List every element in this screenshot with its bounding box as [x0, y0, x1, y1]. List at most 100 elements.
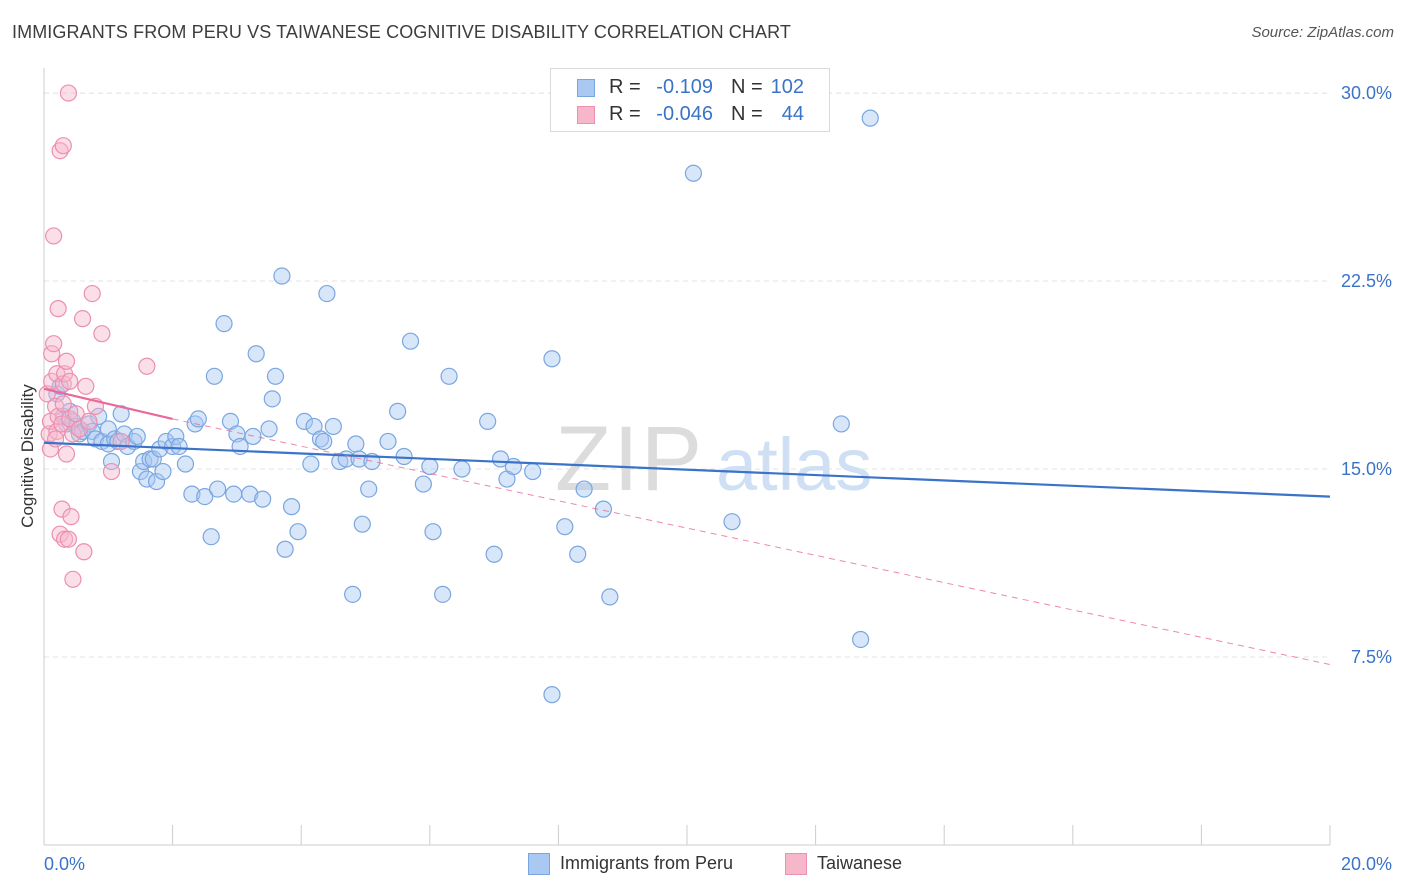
taiwanese-point: [138, 357, 156, 375]
peru-point: [360, 480, 378, 498]
taiwanese-point: [61, 372, 79, 390]
peru-point: [311, 430, 330, 448]
taiwanese-point: [41, 440, 60, 458]
peru-point: [144, 450, 162, 468]
y-tick-label: 22.5%: [1341, 271, 1392, 291]
taiwanese-point: [59, 84, 78, 102]
y-tick-label: 30.0%: [1341, 83, 1392, 103]
peru-point: [282, 498, 301, 516]
taiwanese-point: [45, 335, 63, 353]
peru-point: [424, 523, 442, 541]
legend-r-label: R =: [609, 103, 641, 125]
peru-point: [295, 412, 314, 431]
taiwanese-point: [80, 412, 98, 431]
peru-point: [318, 284, 336, 303]
x-tick-label: 0.0%: [44, 854, 85, 874]
taiwanese-point: [83, 284, 101, 303]
peru-point: [183, 485, 201, 503]
peru-point: [167, 427, 185, 446]
peru-point: [247, 345, 265, 363]
peru-point: [543, 686, 561, 704]
peru-point: [176, 455, 195, 473]
taiwanese-point: [54, 137, 72, 155]
axes-layer: [43, 68, 1331, 846]
taiwanese-point: [46, 430, 65, 448]
peru-point: [684, 164, 703, 182]
peru-point: [414, 475, 432, 493]
legend-n-label: N =: [731, 76, 763, 98]
peru-point: [215, 315, 233, 333]
taiwanese-point: [77, 377, 95, 395]
taiwanese-point: [57, 445, 76, 463]
peru-point: [202, 528, 220, 546]
peru-point: [575, 480, 593, 498]
peru-point: [344, 585, 362, 603]
peru-point: [347, 435, 365, 453]
legend-n-value: 102: [770, 76, 804, 98]
peru-point: [289, 523, 307, 541]
taiwanese-point: [64, 570, 82, 588]
peru-point: [102, 452, 121, 471]
peru-point: [209, 480, 227, 498]
taiwanese-point: [62, 508, 80, 526]
taiwanese-point: [54, 395, 72, 413]
taiwanese-point: [75, 543, 93, 561]
peru-point: [832, 415, 850, 433]
peru-point: [196, 488, 214, 506]
legend-r-label: R =: [609, 76, 641, 98]
taiwanese-point: [59, 530, 78, 548]
taiwanese-trend-line: [43, 387, 173, 420]
peru-point: [205, 367, 223, 385]
taiwanese-legend-label: Taiwanese: [817, 853, 903, 873]
x-tick-label: 20.0%: [1341, 854, 1392, 874]
taiwanese-legend-swatch: [785, 853, 807, 875]
peru-point: [260, 420, 278, 438]
peru-point: [128, 427, 146, 446]
peru-point: [241, 485, 259, 503]
taiwanese-swatch: [577, 106, 595, 124]
legend-row-peru: R = -0.109 N = 102: [551, 74, 829, 100]
peru-point: [852, 630, 870, 649]
peru-point: [504, 457, 522, 476]
y-tick-label: 7.5%: [1351, 647, 1392, 667]
peru-point: [225, 485, 243, 503]
peru-point: [147, 472, 166, 491]
peru-point: [453, 460, 471, 478]
watermark: ZIP atlas: [555, 408, 872, 510]
series-layer: [38, 84, 879, 704]
peru-point: [569, 545, 587, 563]
watermark-zip: ZIP: [555, 408, 704, 510]
correlation-legend: R = -0.109 N = 102 R = -0.046 N = 44: [550, 68, 830, 132]
trend-layer: [43, 387, 1331, 666]
y-axis-label: Cognitive Disability: [18, 384, 37, 528]
peru-legend-swatch: [528, 853, 550, 875]
y-tick-label: 15.0%: [1341, 459, 1392, 479]
peru-point: [440, 367, 458, 385]
peru-point: [524, 462, 542, 481]
peru-point: [138, 470, 156, 488]
peru-point: [723, 513, 741, 531]
peru-point: [315, 432, 333, 451]
legend-row-taiwanese: R = -0.046 N = 44: [551, 101, 829, 127]
legend-r-value: -0.046: [656, 103, 713, 125]
chart-title: IMMIGRANTS FROM PERU VS TAIWANESE COGNIT…: [12, 22, 791, 42]
peru-trend-line: [43, 441, 1331, 498]
peru-point: [401, 332, 420, 350]
peru-point: [154, 462, 172, 481]
peru-point: [90, 407, 108, 425]
watermark-atlas: atlas: [716, 423, 872, 506]
taiwanese-point: [73, 310, 92, 328]
peru-point: [302, 455, 320, 473]
peru-point: [556, 518, 574, 536]
taiwanese-point: [49, 300, 67, 318]
peru-legend-label: Immigrants from Peru: [560, 853, 734, 873]
legend-n-label: N =: [731, 103, 763, 125]
taiwanese-point: [93, 325, 111, 343]
peru-point: [99, 420, 117, 438]
peru-point: [266, 367, 285, 385]
peru-point: [273, 267, 291, 285]
legend-n-value: 44: [781, 103, 804, 125]
peru-point: [485, 545, 503, 563]
taiwanese-point: [102, 462, 121, 481]
